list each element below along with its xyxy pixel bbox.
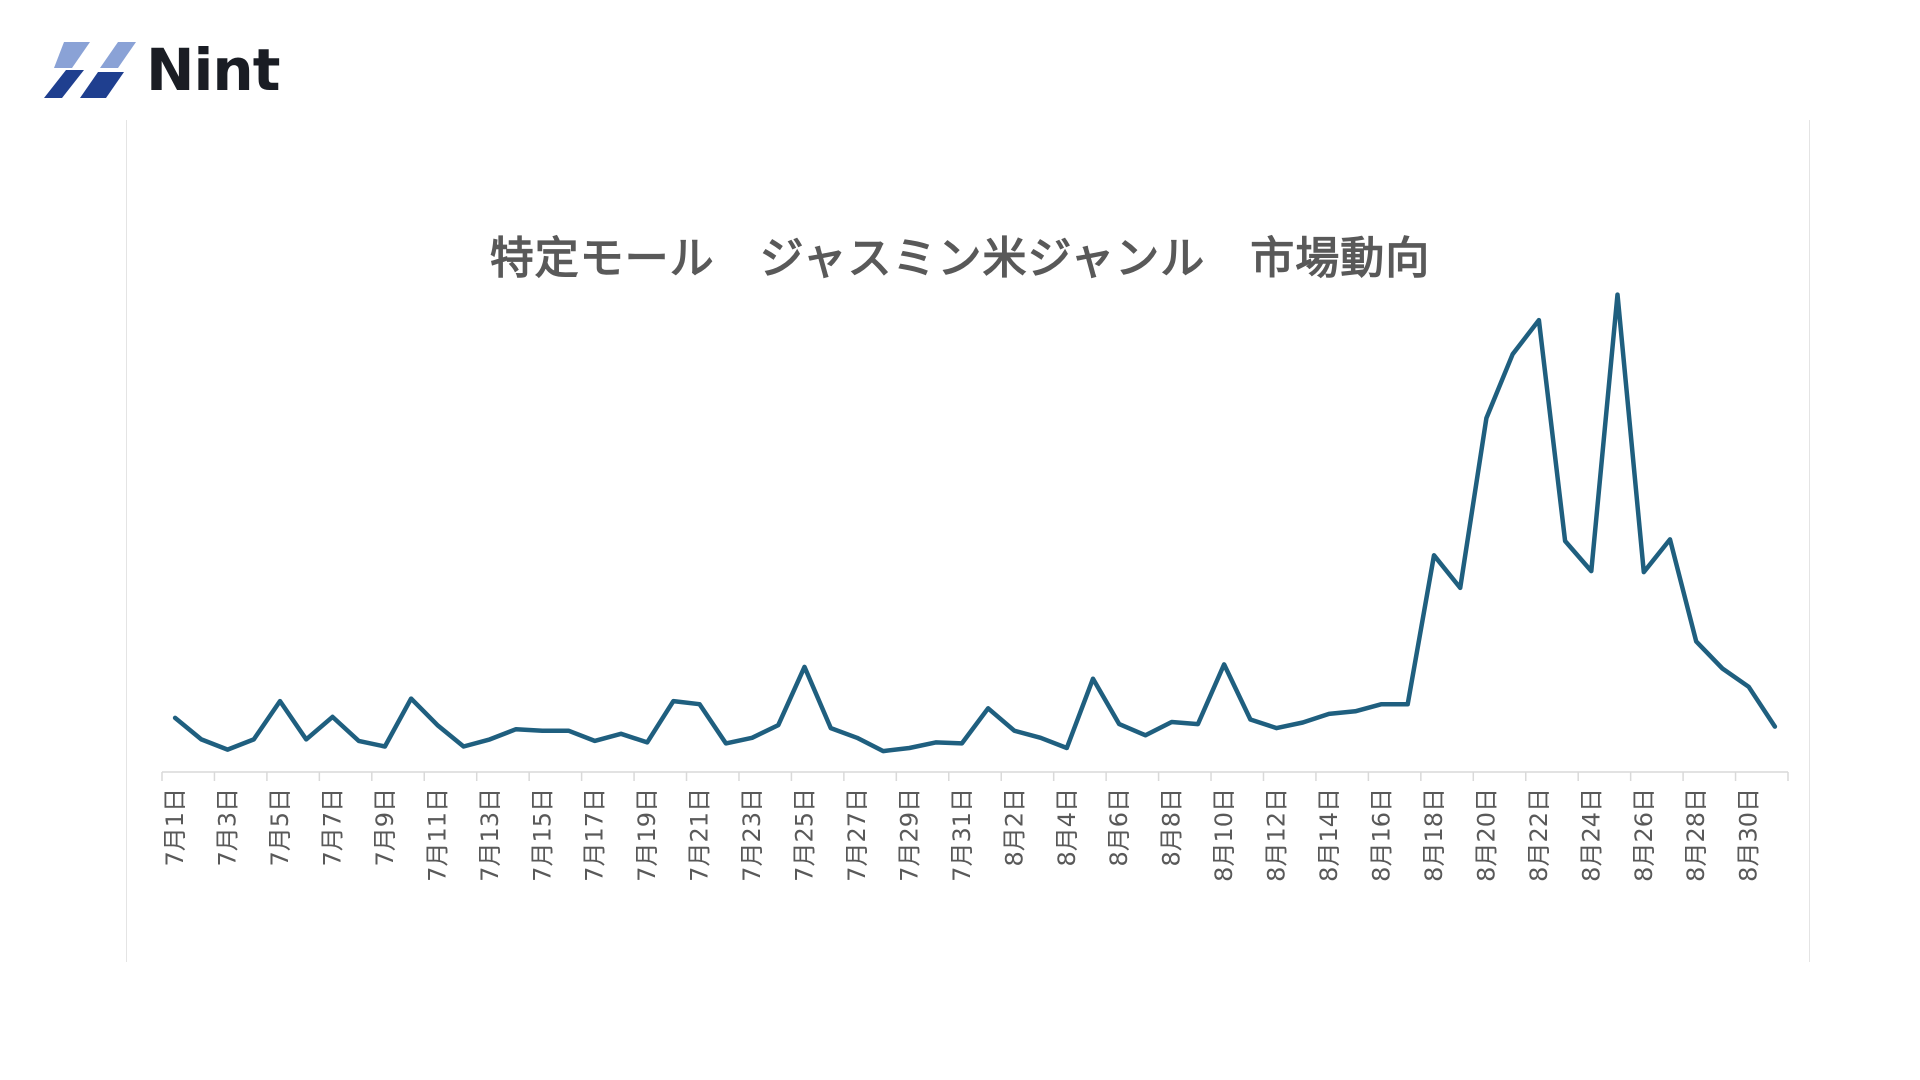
x-tick-label: 8月10日 [1210,788,1238,882]
x-tick-label: 8月20日 [1472,788,1500,882]
x-tick-label: 7月31日 [948,788,976,882]
x-tick-label: 8月4日 [1053,788,1081,867]
x-tick-label: 8月18日 [1420,788,1448,882]
x-tick-label: 8月24日 [1577,788,1605,882]
logo-shape-light-1 [54,42,90,68]
nint-logo: Nint [44,36,280,104]
logo-shape-light-2 [100,42,136,68]
x-tick-label: 7月5日 [266,788,294,867]
logo-shape-dark-2 [80,72,124,98]
x-tick-label: 8月30日 [1735,788,1763,882]
x-tick-label: 7月27日 [843,788,871,882]
logo-shape-dark-1 [44,70,84,98]
x-tick-label: 7月7日 [319,788,347,867]
x-axis [161,771,1789,781]
x-tick-label: 7月21日 [686,788,714,882]
x-tick-label: 7月23日 [738,788,766,882]
x-tick-label: 8月8日 [1158,788,1186,867]
x-tick-label: 7月25日 [791,788,819,882]
x-tick-label: 8月6日 [1105,788,1133,867]
x-tick-label: 8月14日 [1315,788,1343,882]
x-tick-label: 8月16日 [1368,788,1396,882]
x-tick-label: 7月13日 [476,788,504,882]
x-tick-labels: 7月1日 7月3日 7月5日 7月7日 7月9日 7月11日 7月13日 7月15日 7月17日… [161,788,1763,882]
x-tick-label: 7月17日 [581,788,609,882]
nint-logo-mark-icon [44,42,136,98]
x-tick-label: 7月15日 [528,788,556,882]
chart-frame [126,120,1810,962]
series-line [172,292,1778,754]
x-tick-label: 7月11日 [423,788,451,882]
x-tick-label: 8月26日 [1630,788,1658,882]
x-tick-label: 7月19日 [633,788,661,882]
x-tick-label: 7月9日 [371,788,399,867]
logo-wordmark: Nint [146,36,280,104]
x-tick-label: 7月3日 [214,788,242,867]
x-tick-label: 8月28日 [1682,788,1710,882]
chart-title: 特定モール ジャスミン米ジャンル 市場動向 [489,233,1431,284]
x-tick-label: 8月22日 [1525,788,1553,882]
x-tick-label: 8月2日 [1000,788,1028,867]
series-layer [172,292,1778,754]
x-tick-label: 7月29日 [895,788,923,882]
x-tick-label: 8月12日 [1263,788,1291,882]
x-tick-label: 7月1日 [161,788,189,867]
